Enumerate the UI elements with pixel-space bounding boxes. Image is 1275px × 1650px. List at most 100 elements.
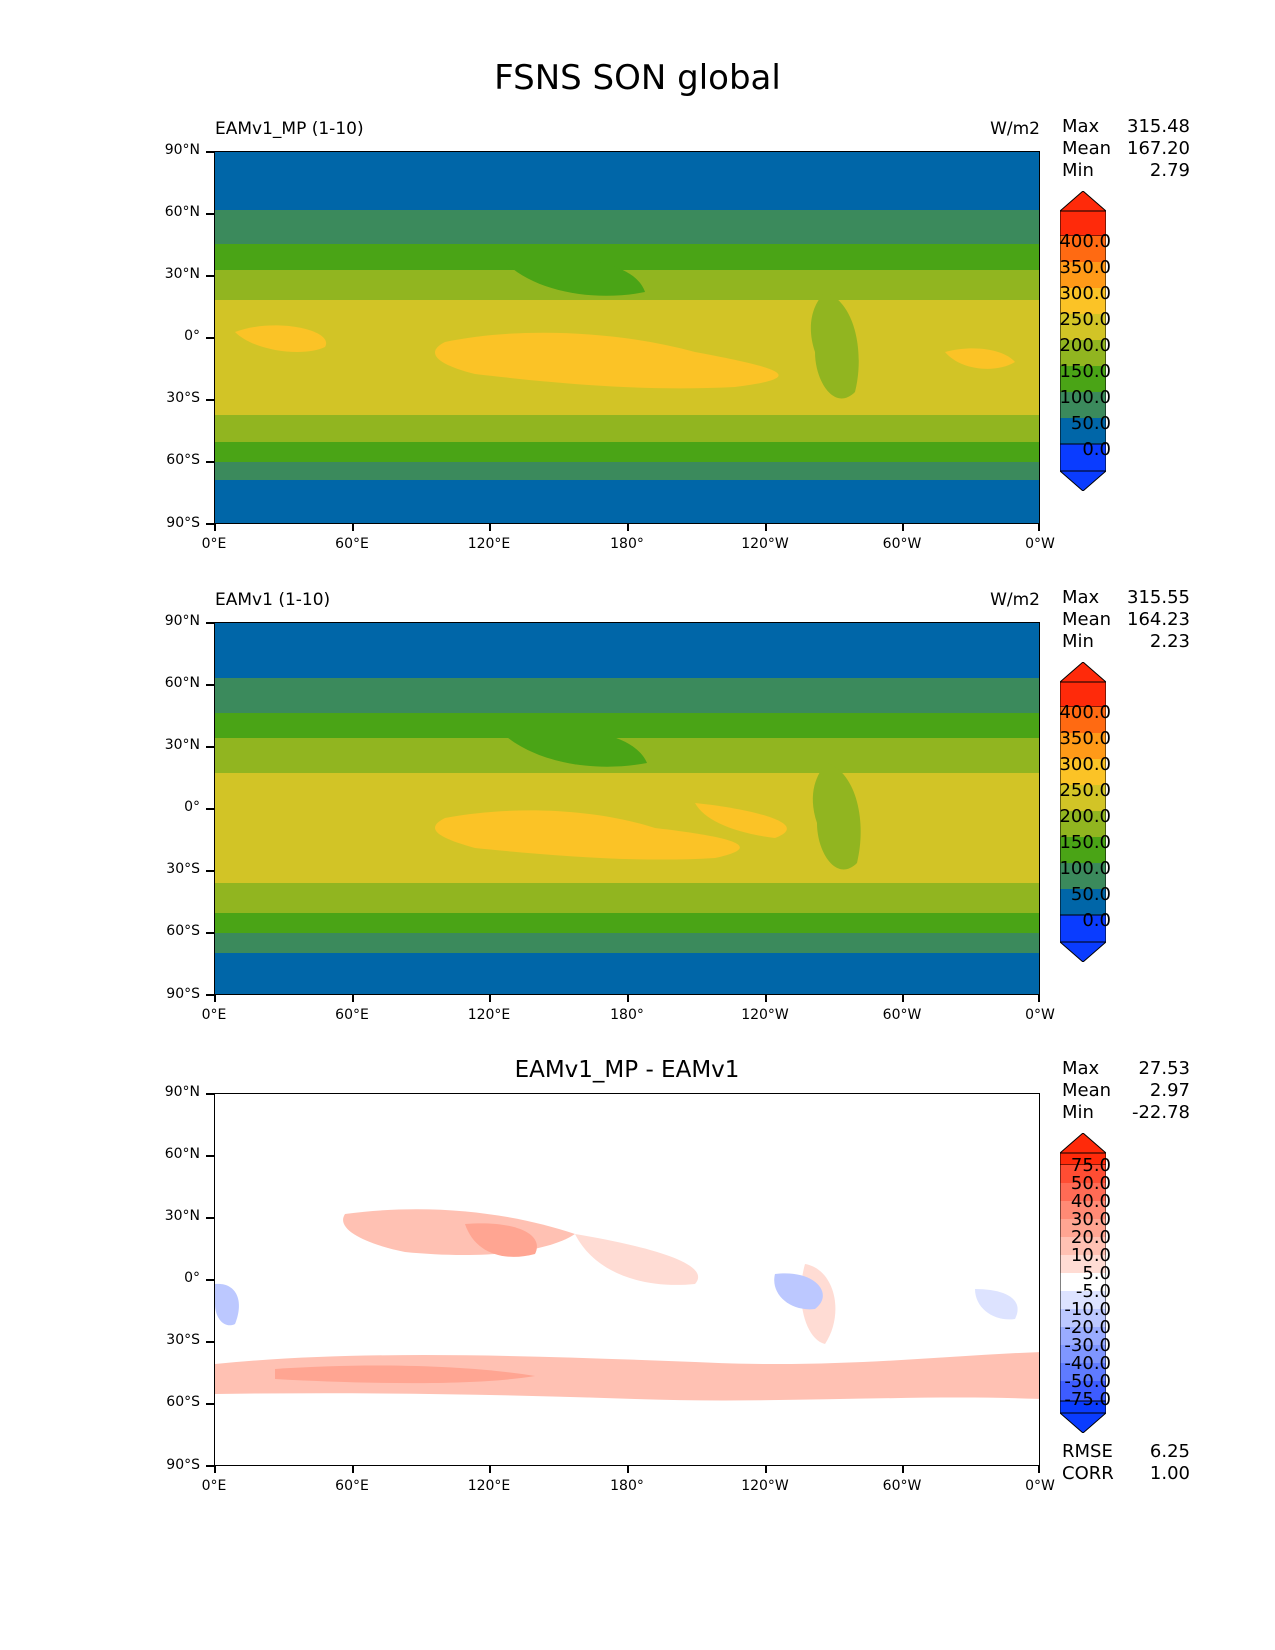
stats-box: Max 315.55 Mean 164.23 Min 2.23 <box>1062 587 1190 653</box>
colorbar-label: 300.0 <box>1059 754 1111 775</box>
lat-tick-mark <box>206 151 214 153</box>
colorbar-label: -50.0 <box>1064 1371 1111 1392</box>
colorbar-label: 30.0 <box>1070 1209 1111 1230</box>
max-value: 315.55 <box>1127 587 1190 608</box>
colorbar-label: 0.0 <box>1082 910 1111 931</box>
lat-tick-mark <box>206 1465 214 1467</box>
min-label: Min <box>1062 631 1094 652</box>
lon-tick: 60°W <box>882 1478 922 1494</box>
lon-tick: 120°E <box>467 536 511 552</box>
mean-label: Mean <box>1062 609 1112 630</box>
lon-tick: 180° <box>610 1478 644 1494</box>
max-label: Max <box>1062 587 1100 608</box>
min-value: 2.79 <box>1149 160 1190 181</box>
lon-tick-mark <box>489 995 491 1002</box>
colorbar-label: 250.0 <box>1059 309 1111 330</box>
lat-tick: 60°N <box>164 1146 200 1162</box>
mean-value: 164.23 <box>1127 609 1190 630</box>
lat-tick: 90°S <box>166 515 200 531</box>
lon-tick: 120°E <box>467 1478 511 1494</box>
lat-tick: 30°N <box>164 266 200 282</box>
lon-tick-mark <box>489 1466 491 1473</box>
lon-tick-mark <box>765 995 767 1002</box>
lon-tick-mark <box>765 1466 767 1473</box>
max-value: 27.53 <box>1138 1058 1190 1079</box>
panel-difference: EAMv1_MP - EAMv1 90°N 60°N 30°N 0° 30°S … <box>0 1057 1275 1563</box>
lon-tick-mark <box>1038 995 1040 1002</box>
lat-tick: 60°S <box>166 923 200 939</box>
colorbar-label: 400.0 <box>1059 702 1111 723</box>
lat-tick: 90°N <box>164 142 200 158</box>
lat-tick-mark <box>206 746 214 748</box>
corr-label: CORR <box>1062 1463 1114 1484</box>
colorbar-label: 40.0 <box>1070 1191 1111 1212</box>
lon-tick: 0°E <box>201 1478 227 1494</box>
lat-tick-mark <box>206 684 214 686</box>
lon-tick: 120°W <box>741 1478 789 1494</box>
lon-tick-mark <box>627 995 629 1002</box>
lat-tick: 90°N <box>164 613 200 629</box>
lon-tick-mark <box>902 1466 904 1473</box>
lon-tick: 120°E <box>467 1007 511 1023</box>
rmse-label: RMSE <box>1062 1441 1113 1462</box>
colorbar-label: 200.0 <box>1059 806 1111 827</box>
mean-label: Mean <box>1062 1080 1112 1101</box>
lon-tick-mark <box>489 524 491 531</box>
min-label: Min <box>1062 160 1094 181</box>
colorbar-label: -5.0 <box>1075 1281 1111 1302</box>
lon-tick-mark <box>214 995 216 1002</box>
lat-tick: 90°S <box>166 986 200 1002</box>
lon-tick-mark <box>1038 524 1040 531</box>
lon-tick: 180° <box>610 1007 644 1023</box>
colorbar-label: 50.0 <box>1070 1173 1111 1194</box>
colorbar-label: 100.0 <box>1059 387 1111 408</box>
colorbar-label: 200.0 <box>1059 335 1111 356</box>
lon-tick: 60°W <box>882 536 922 552</box>
max-label: Max <box>1062 116 1100 137</box>
lat-tick-mark <box>206 932 214 934</box>
lat-tick-mark <box>206 275 214 277</box>
lat-tick-mark <box>206 1155 214 1157</box>
mean-value: 2.97 <box>1149 1080 1190 1101</box>
stats-box: Max 27.53 Mean 2.97 Min -22.78 <box>1062 1058 1190 1124</box>
min-value: 2.23 <box>1149 631 1190 652</box>
lon-tick-mark <box>1038 1466 1040 1473</box>
colorbar <box>1059 190 1107 495</box>
lon-tick: 60°E <box>335 1007 369 1023</box>
lon-tick: 120°W <box>741 1007 789 1023</box>
lat-tick: 0° <box>184 328 200 344</box>
lon-tick: 60°W <box>882 1007 922 1023</box>
colorbar-label: -40.0 <box>1064 1353 1111 1374</box>
units-label: W/m2 <box>990 590 1040 610</box>
lat-tick: 30°S <box>166 1332 200 1348</box>
mean-label: Mean <box>1062 138 1112 159</box>
colorbar-label: 350.0 <box>1059 728 1111 749</box>
max-value: 315.48 <box>1127 116 1190 137</box>
max-label: Max <box>1062 1058 1100 1079</box>
mean-value: 167.20 <box>1127 138 1190 159</box>
lat-tick-mark <box>206 1217 214 1219</box>
colorbar-label: 10.0 <box>1070 1245 1111 1266</box>
min-value: -22.78 <box>1131 1102 1190 1123</box>
lat-tick: 0° <box>184 1270 200 1286</box>
lat-tick: 30°S <box>166 390 200 406</box>
lon-tick: 0°E <box>201 1007 227 1023</box>
lat-tick: 60°S <box>166 1394 200 1410</box>
colorbar-label: 20.0 <box>1070 1227 1111 1248</box>
colorbar-label: 50.0 <box>1070 413 1111 434</box>
lon-tick: 180° <box>610 536 644 552</box>
rmse-corr-box: RMSE 6.25 CORR 1.00 <box>1062 1441 1190 1485</box>
colorbar-label: 150.0 <box>1059 361 1111 382</box>
colorbar-label: -30.0 <box>1064 1335 1111 1356</box>
lat-tick-mark <box>206 1093 214 1095</box>
lat-tick-mark <box>206 523 214 525</box>
lon-tick: 120°W <box>741 536 789 552</box>
lat-tick-mark <box>206 461 214 463</box>
lon-tick: 0°W <box>1025 1007 1055 1023</box>
lat-tick-mark <box>206 808 214 810</box>
lat-tick-mark <box>206 870 214 872</box>
lon-tick: 60°E <box>335 536 369 552</box>
colorbar-label: 100.0 <box>1059 858 1111 879</box>
lon-tick-mark <box>902 995 904 1002</box>
colorbar-label: -20.0 <box>1064 1317 1111 1338</box>
